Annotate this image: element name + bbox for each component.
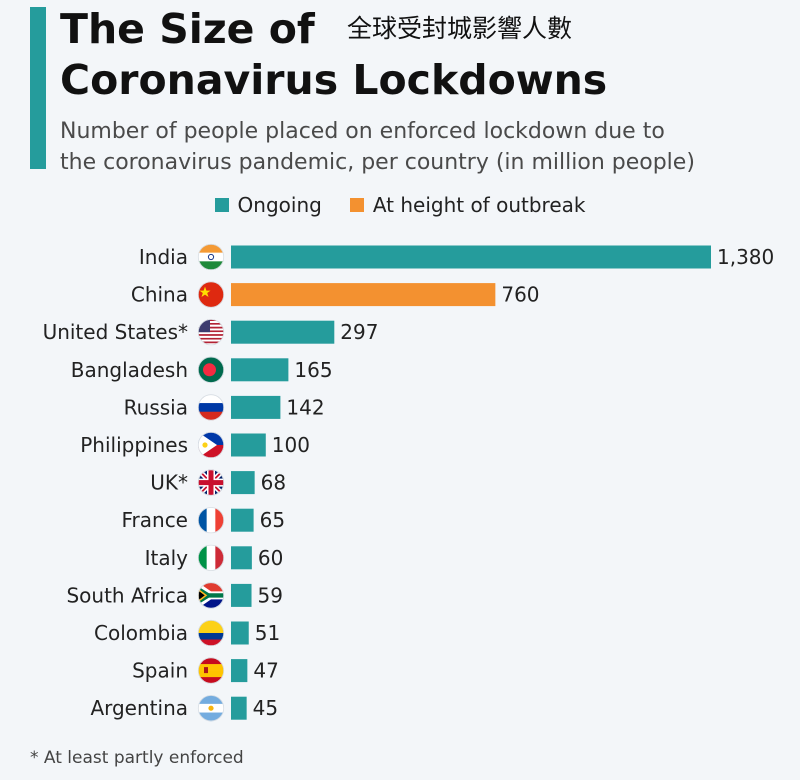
usa-flag-icon [197,319,225,346]
country-label: South Africa [66,583,188,607]
country-label: Philippines [80,433,188,457]
subtitle-line-2: the coronavirus pandemic, per country (i… [60,150,695,175]
country-label: Argentina [90,696,188,720]
value-label: 100 [272,433,310,457]
value-label: 45 [253,696,278,720]
india-flag-icon [197,243,225,271]
legend-item-height: At height of outbreak [349,193,586,217]
accent-bar [30,7,46,169]
subtitle-line-1: Number of people placed on enforced lock… [60,119,665,144]
value-label: 142 [286,395,324,419]
country-label: China [131,283,188,307]
value-label: 1,380 [717,245,774,269]
country-label: United States* [43,320,188,344]
value-label: 760 [501,283,539,307]
bar-united-states [231,320,335,344]
chinese-title: 全球受封城影響人數 [347,14,573,43]
bangladesh-flag-icon [197,356,225,383]
footnote: * At least partly enforced [30,748,244,768]
bar-philippines [231,433,266,457]
france-flag-icon [197,507,225,534]
value-label: 297 [340,320,378,344]
legend-swatch-height [349,198,364,212]
legend-item-ongoing: Ongoing [214,193,322,217]
value-label: 60 [258,546,283,570]
bar-india [231,245,711,269]
bar-argentina [231,696,247,720]
russia-flag-icon [197,394,225,421]
legend-label-ongoing: Ongoing [237,193,322,217]
bar-uk [231,471,255,495]
country-label: Russia [124,395,188,419]
bar-france [231,508,254,532]
bar-bangladesh [231,358,289,382]
bar-china [231,283,496,307]
country-label: Colombia [94,621,188,645]
country-label: Bangladesh [71,358,188,382]
spain-flag-icon [197,657,225,684]
bar-russia [231,395,281,419]
country-label: UK* [150,471,188,495]
value-label: 68 [261,471,286,495]
philippines-flag-icon [197,431,225,459]
china-flag-icon [197,281,225,308]
country-label: India [139,245,188,269]
bar-south-africa [231,583,252,607]
bar-italy [231,546,252,570]
value-label: 165 [294,358,332,382]
chart-subtitle: Number of people placed on enforced lock… [60,116,780,178]
country-label: Italy [145,546,189,570]
colombia-flag-icon [197,619,225,647]
south-africa-flag-icon [197,582,225,609]
argentina-flag-icon [197,695,225,722]
value-label: 65 [260,508,285,532]
legend-label-height: At height of outbreak [372,193,586,217]
bar-spain [231,659,248,683]
uk-flag-icon [197,469,225,496]
bar-colombia [231,621,249,645]
bar-chart: India 1,380 China 760 United States* 297 Bangl… [43,243,774,722]
country-label: France [121,508,188,532]
italy-flag-icon [197,544,225,571]
legend: Ongoing At height of outbreak [0,193,800,217]
title-line-1: The Size of [60,5,315,53]
value-label: 59 [258,583,283,607]
chart-title: The Size of Coronavirus Lockdowns [60,4,607,106]
value-label: 51 [255,621,280,645]
value-label: 47 [253,659,278,683]
country-label: Spain [132,659,188,683]
legend-swatch-ongoing [214,198,229,212]
title-line-2: Coronavirus Lockdowns [60,56,608,104]
